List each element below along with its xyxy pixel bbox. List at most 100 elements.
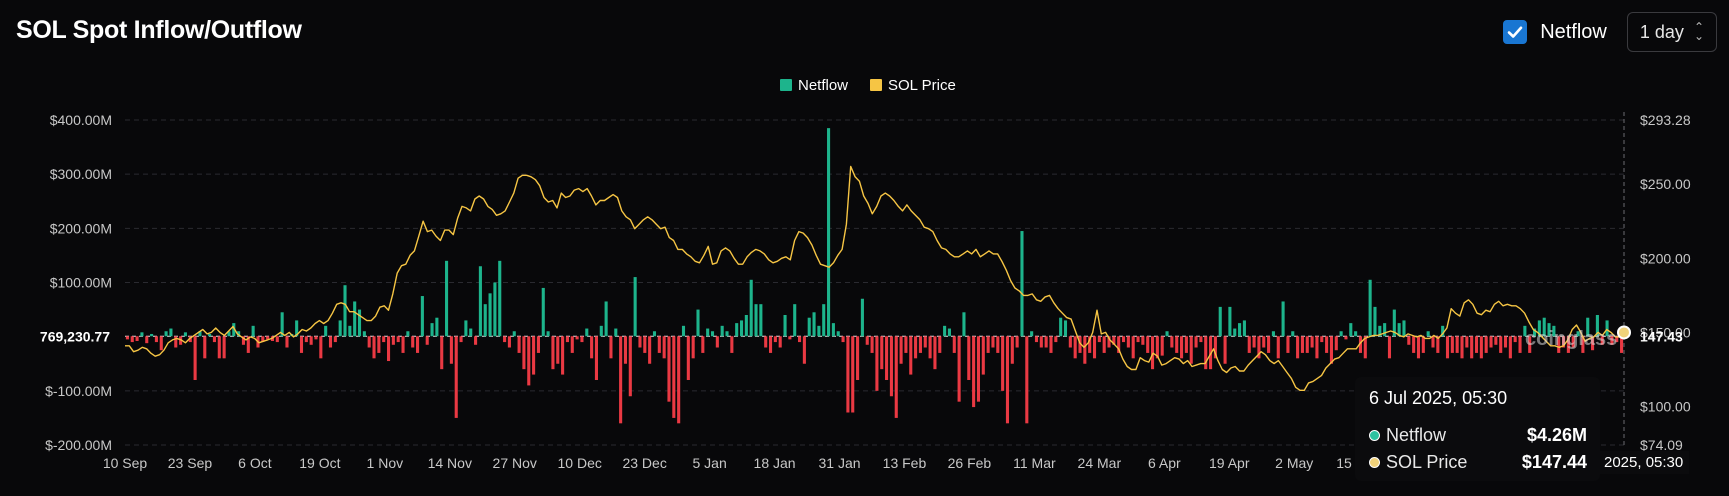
netflow-bar <box>1252 336 1256 348</box>
netflow-bar <box>536 336 540 353</box>
netflow-bar <box>237 331 241 337</box>
netflow-bar <box>425 336 429 345</box>
netflow-bar <box>865 336 869 345</box>
tooltip-netflow-name: Netflow <box>1386 424 1447 445</box>
netflow-bar <box>382 336 386 343</box>
netflow-bar <box>377 336 381 353</box>
netflow-bar <box>1344 336 1348 340</box>
netflow-bar <box>179 336 183 345</box>
netflow-bar <box>1146 336 1150 353</box>
netflow-bar <box>623 336 628 364</box>
netflow-bar <box>599 325 603 337</box>
y-right-tick-label: $150.00 <box>1640 324 1691 340</box>
y-axis-right: $293.28 $250.00 $200.00 $150.00 $100.00 $74.0… <box>1623 112 1691 453</box>
x-tick-label: 26 Feb <box>948 455 992 471</box>
netflow-bar <box>1242 320 1246 337</box>
netflow-bar <box>203 336 207 359</box>
netflow-bar <box>822 304 826 337</box>
netflow-bar <box>488 293 492 337</box>
crosshair-overlay: coinglass <box>1525 325 1631 350</box>
chart-legend: Netflow SOL Price <box>780 77 956 94</box>
netflow-bar <box>1484 336 1488 353</box>
netflow-bar <box>1407 336 1411 345</box>
coinglass-watermark: coinglass <box>1525 328 1617 350</box>
tooltip-netflow-dot <box>1369 429 1380 441</box>
netflow-bar <box>493 282 497 337</box>
netflow-bar <box>435 317 439 337</box>
interval-select[interactable]: 1 day ⌃ ⌄ <box>1626 12 1717 52</box>
netflow-bar <box>1542 317 1546 337</box>
netflow-bar <box>1233 328 1237 337</box>
netflow-bar <box>1107 336 1111 348</box>
netflow-bar <box>1223 336 1227 364</box>
netflow-bar <box>1039 336 1043 348</box>
netflow-bar <box>1402 320 1406 337</box>
netflow-bar <box>406 331 410 337</box>
netflow-bar <box>512 331 516 337</box>
netflow-bar <box>1474 336 1479 353</box>
check-icon <box>1507 26 1523 38</box>
netflow-bar <box>1513 336 1517 343</box>
netflow-bar <box>899 336 903 364</box>
y-right-tick-label: $200.00 <box>1640 250 1691 266</box>
netflow-bar <box>914 336 918 359</box>
netflow-bar <box>730 336 734 353</box>
netflow-bar <box>1581 336 1585 353</box>
netflow-bar <box>145 336 149 344</box>
netflow-bar <box>1300 336 1304 353</box>
netflow-bar <box>1121 336 1126 343</box>
chevron-updown-icon: ⌃ ⌄ <box>1693 20 1704 43</box>
netflow-checkbox[interactable] <box>1503 20 1528 44</box>
netflow-bar <box>1063 320 1068 337</box>
netflow-bar <box>266 336 270 340</box>
netflow-bar <box>430 323 434 337</box>
netflow-bar <box>561 336 565 375</box>
netflow-bar <box>1073 336 1077 359</box>
netflow-bar <box>1199 336 1203 343</box>
netflow-bar <box>1620 336 1624 353</box>
netflow-bar <box>154 336 158 343</box>
netflow-bar <box>633 277 637 337</box>
netflow-bar <box>570 336 574 353</box>
netflow-bar <box>1117 336 1121 353</box>
netflow-bar <box>183 332 187 337</box>
netflow-bar <box>541 287 545 337</box>
netflow-bar <box>391 336 395 345</box>
netflow-bar <box>938 336 942 353</box>
netflow-bar <box>522 336 526 370</box>
netflow-bar <box>1175 336 1179 353</box>
netflow-bar <box>1247 336 1251 353</box>
netflow-bar <box>565 336 569 343</box>
netflow-checkbox-label[interactable]: Netflow <box>1540 20 1607 43</box>
x-tick-label: 5 Jan <box>692 455 726 471</box>
netflow-bar <box>1552 325 1556 337</box>
netflow-bar <box>947 328 951 337</box>
hover-marker <box>1617 325 1631 340</box>
netflow-bar <box>609 336 613 359</box>
netflow-bar <box>706 328 710 337</box>
netflow-bar <box>1489 336 1493 348</box>
netflow-bar <box>459 336 463 343</box>
netflow-bar <box>778 336 782 348</box>
netflow-bar <box>1155 336 1159 359</box>
netflow-bar <box>1591 336 1595 351</box>
baseline-label: 769,230.77 <box>40 328 110 344</box>
netflow-bar <box>1499 336 1503 353</box>
netflow-bar <box>1180 336 1184 359</box>
netflow-bar <box>614 328 618 337</box>
netflow-bar <box>309 336 313 345</box>
netflow-bar <box>1533 328 1537 337</box>
netflow-bar <box>798 336 802 343</box>
netflow-bar <box>1088 336 1092 353</box>
netflow-bar <box>720 325 724 337</box>
y-left-tick-label: $100.00M <box>50 275 112 291</box>
netflow-bar <box>1325 336 1329 353</box>
netflow-bar <box>1368 279 1372 337</box>
netflow-bar <box>759 304 763 337</box>
netflow-bar <box>1165 331 1169 337</box>
netflow-bar <box>1595 315 1599 337</box>
netflow-bar <box>1615 336 1619 343</box>
netflow-bar <box>1334 336 1338 351</box>
y-left-tick-label: $-200.00M <box>45 437 112 453</box>
